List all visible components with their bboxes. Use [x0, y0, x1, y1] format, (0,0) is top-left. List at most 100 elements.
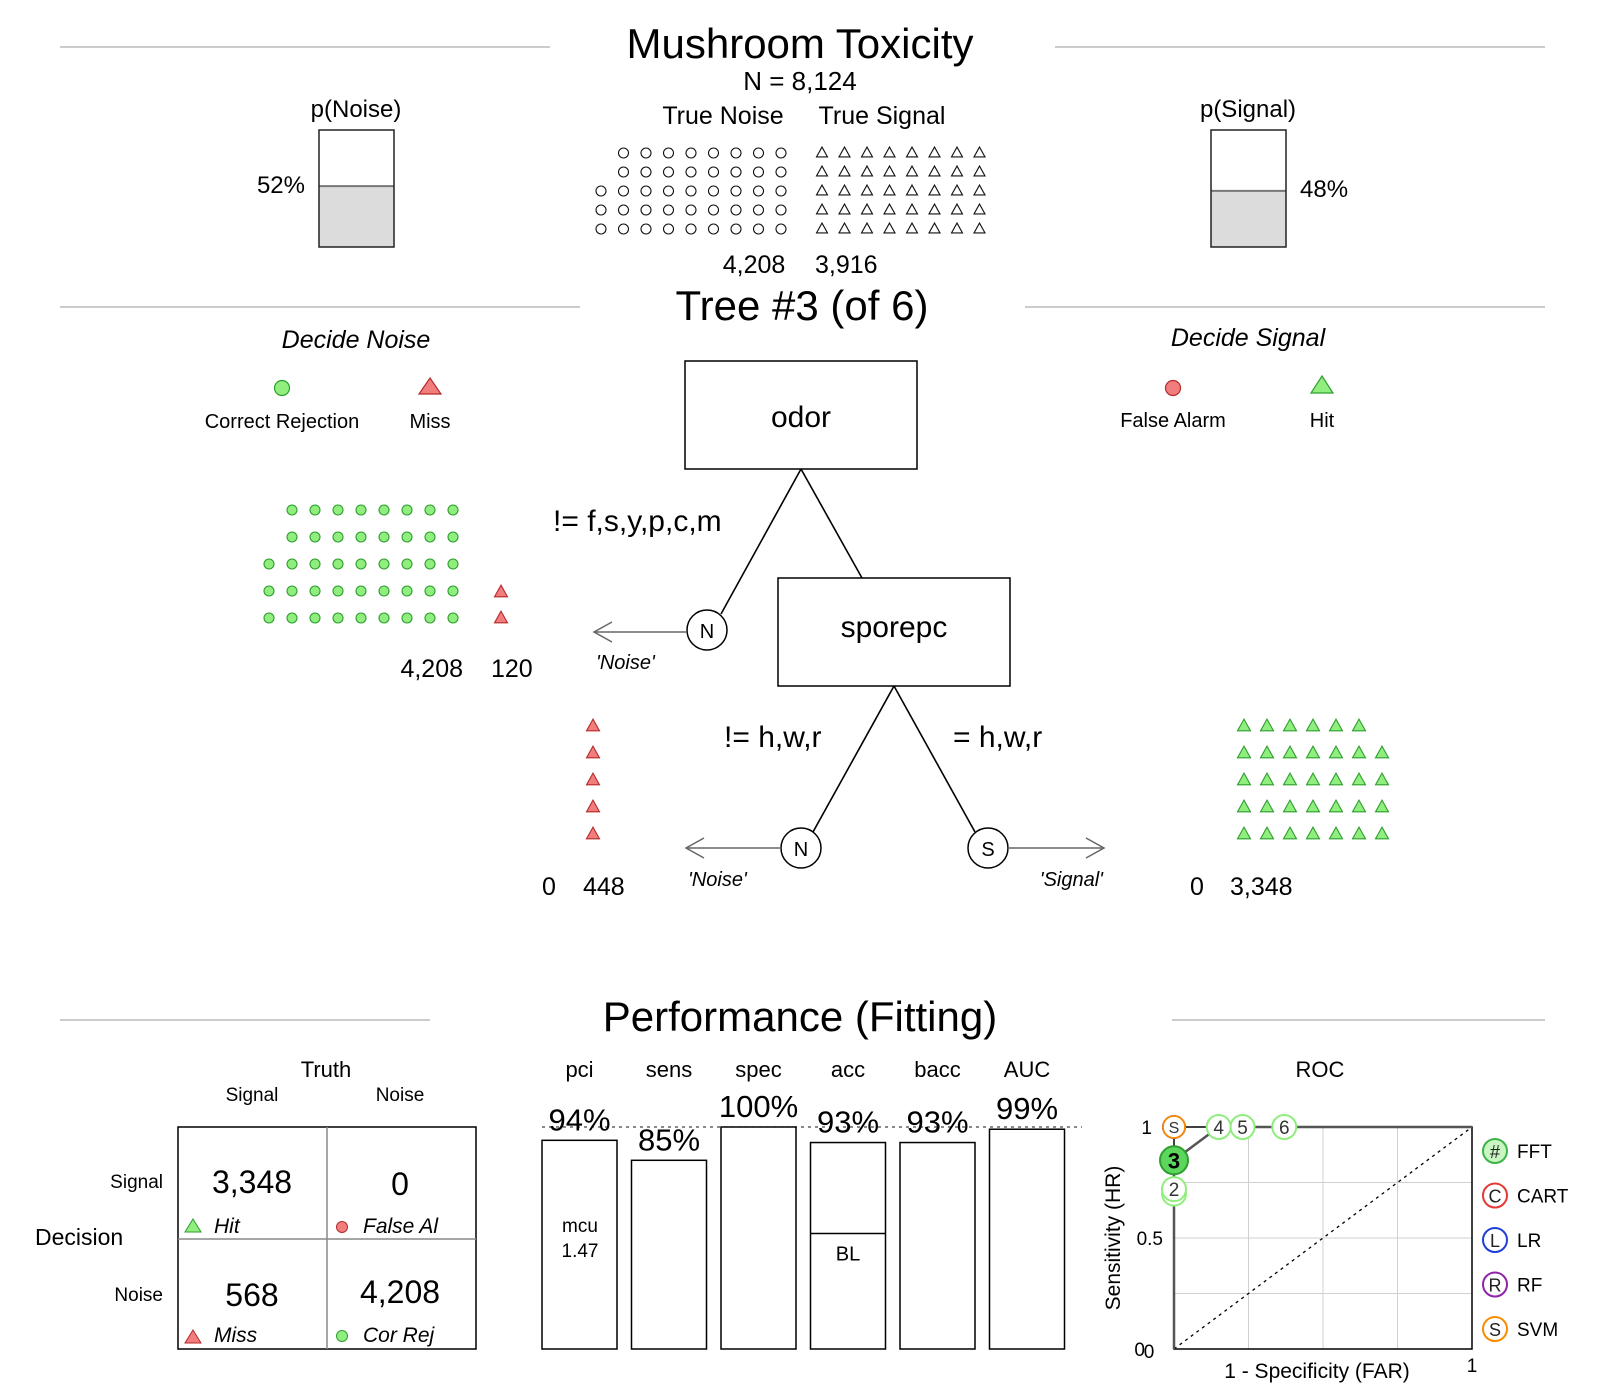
roc-x-label: 1 - Specificity (FAR): [1224, 1360, 1410, 1383]
exit-1-arrowhead: [592, 621, 613, 643]
acc-baseline-label: BL: [836, 1244, 860, 1266]
col-noise-label: Noise: [376, 1085, 425, 1106]
correct-rejection-icon: [355, 612, 367, 624]
true-signal-icon: [950, 221, 964, 234]
true-noise-icon: [662, 223, 675, 235]
miss-icon: [184, 1329, 202, 1344]
true-signal-icon: [860, 202, 874, 215]
correct-rejection-icon: [447, 504, 459, 516]
true-signal-icon: [883, 183, 896, 196]
correct-rejection-icon: [263, 585, 275, 597]
true-signal-icon: [950, 202, 964, 215]
correct-rejection-icon: [424, 585, 436, 597]
true-signal-icon: [815, 183, 829, 196]
correct-rejection-icon: [447, 531, 459, 543]
correct-rejection-icon: [263, 558, 275, 570]
correct-rejection-icon: [263, 612, 275, 624]
miss-legend-label: Miss: [409, 411, 450, 433]
roc-legend-label-fft: FFT: [1517, 1142, 1552, 1163]
true-signal-icon: [815, 221, 829, 234]
true-signal-icon: [838, 164, 851, 177]
hit-icon: [1259, 772, 1275, 786]
p-signal-value: 48%: [1300, 176, 1348, 203]
decide-noise-heading: Decide Noise: [282, 326, 431, 354]
true-signal-icon: [973, 221, 986, 234]
hit-icon: [1374, 799, 1390, 813]
exit-2-letter: N: [794, 839, 808, 861]
correct-rejection-icon: [355, 558, 367, 570]
roc-legend-marker-fft: [1482, 1138, 1508, 1164]
branch-sporepc-left-label: != h,w,r: [724, 721, 822, 754]
exit-1-noise: [686, 609, 728, 651]
exit-1-label: 'Noise': [596, 652, 656, 674]
correct-rejection-icon: [336, 1330, 348, 1342]
true-noise-icon: [775, 166, 787, 178]
true-noise-icon: [640, 166, 652, 178]
true-noise-icon: [685, 204, 697, 216]
roc-point-label-fft: 5: [1237, 1118, 1248, 1139]
correct-rejection-legend-label: Correct Rejection: [205, 411, 360, 433]
perf-bar-pci: [541, 1139, 618, 1350]
hit-icon: [1328, 772, 1344, 786]
true-noise-icon: [752, 166, 765, 178]
miss-icon: [585, 772, 601, 786]
sample-size: N = 8,124: [743, 66, 856, 96]
perf-bar-label-pci: pci: [565, 1057, 593, 1082]
false-alarm-icon: [336, 1221, 348, 1233]
true-signal-icon: [883, 202, 896, 215]
correct-rejection-legend-icon: [273, 379, 291, 397]
hit-icon: [1236, 799, 1252, 813]
true-noise-icon: [775, 147, 787, 159]
correct-rejection-icon: [378, 531, 390, 543]
correct-rejection-icon: [424, 504, 436, 516]
exit-3-hits: [1236, 718, 1390, 840]
true-signal-icon: [905, 183, 919, 196]
roc-chance-line: [1173, 1126, 1473, 1350]
correct-rejection-icon: [332, 504, 344, 516]
hit-icon: [1282, 799, 1298, 813]
perf-bar-acc: [809, 1141, 887, 1350]
node-sporepc-label: sporepc: [841, 611, 948, 644]
col-signal-label: Signal: [226, 1085, 279, 1106]
perf-bar-bacc: [899, 1141, 976, 1350]
exit-1-miss-count: 120: [491, 655, 533, 683]
exit-3-fa-count: 0: [1190, 873, 1204, 901]
true-signal-icon: [928, 221, 941, 234]
true-noise-icon: [752, 204, 765, 216]
correct-rejection-icon: [378, 612, 390, 624]
roc-point-fft: [1159, 1145, 1189, 1176]
hit-icon: [1305, 745, 1321, 759]
hit-label: Hit: [214, 1215, 241, 1238]
hit-icon: [1236, 718, 1252, 732]
true-noise-icon: [707, 223, 720, 235]
decide-signal-heading: Decide Signal: [1171, 324, 1327, 352]
exit-1-correct-rejections: [263, 504, 459, 624]
hit-icon: [1236, 826, 1252, 840]
false-alarm-count: 0: [391, 1166, 409, 1202]
roc-legend-letter-svm: S: [1489, 1320, 1501, 1340]
true-signal-icon: [815, 145, 829, 158]
hit-icon: [1236, 772, 1252, 786]
true-noise-icons: [595, 147, 787, 235]
correct-rejection-count: 4,208: [360, 1274, 440, 1310]
node-odor-label: odor: [771, 401, 831, 434]
hit-icon: [1305, 718, 1321, 732]
true-noise-icon: [640, 204, 652, 216]
true-noise-icon: [640, 147, 652, 159]
true-noise-icon: [662, 185, 675, 197]
true-signal-icon: [928, 202, 941, 215]
correct-rejection-icon: [447, 585, 459, 597]
correct-rejection-icon: [286, 585, 298, 597]
branch-sporepc-left: [812, 685, 895, 833]
true-signal-icon: [905, 202, 919, 215]
decision-label: Decision: [35, 1224, 123, 1250]
hit-icon: [1351, 745, 1367, 759]
true-signal-icon: [905, 145, 919, 158]
roc-legend-letter-lr: L: [1490, 1231, 1500, 1251]
hit-icon: [1236, 745, 1252, 759]
perf-bar-value-spec: 100%: [719, 1089, 798, 1124]
true-noise-count: 4,208: [723, 251, 786, 279]
roc-y-tick-0: 0: [1134, 1340, 1145, 1361]
roc-point-svm: [1162, 1115, 1186, 1139]
hit-icon: [1374, 745, 1390, 759]
